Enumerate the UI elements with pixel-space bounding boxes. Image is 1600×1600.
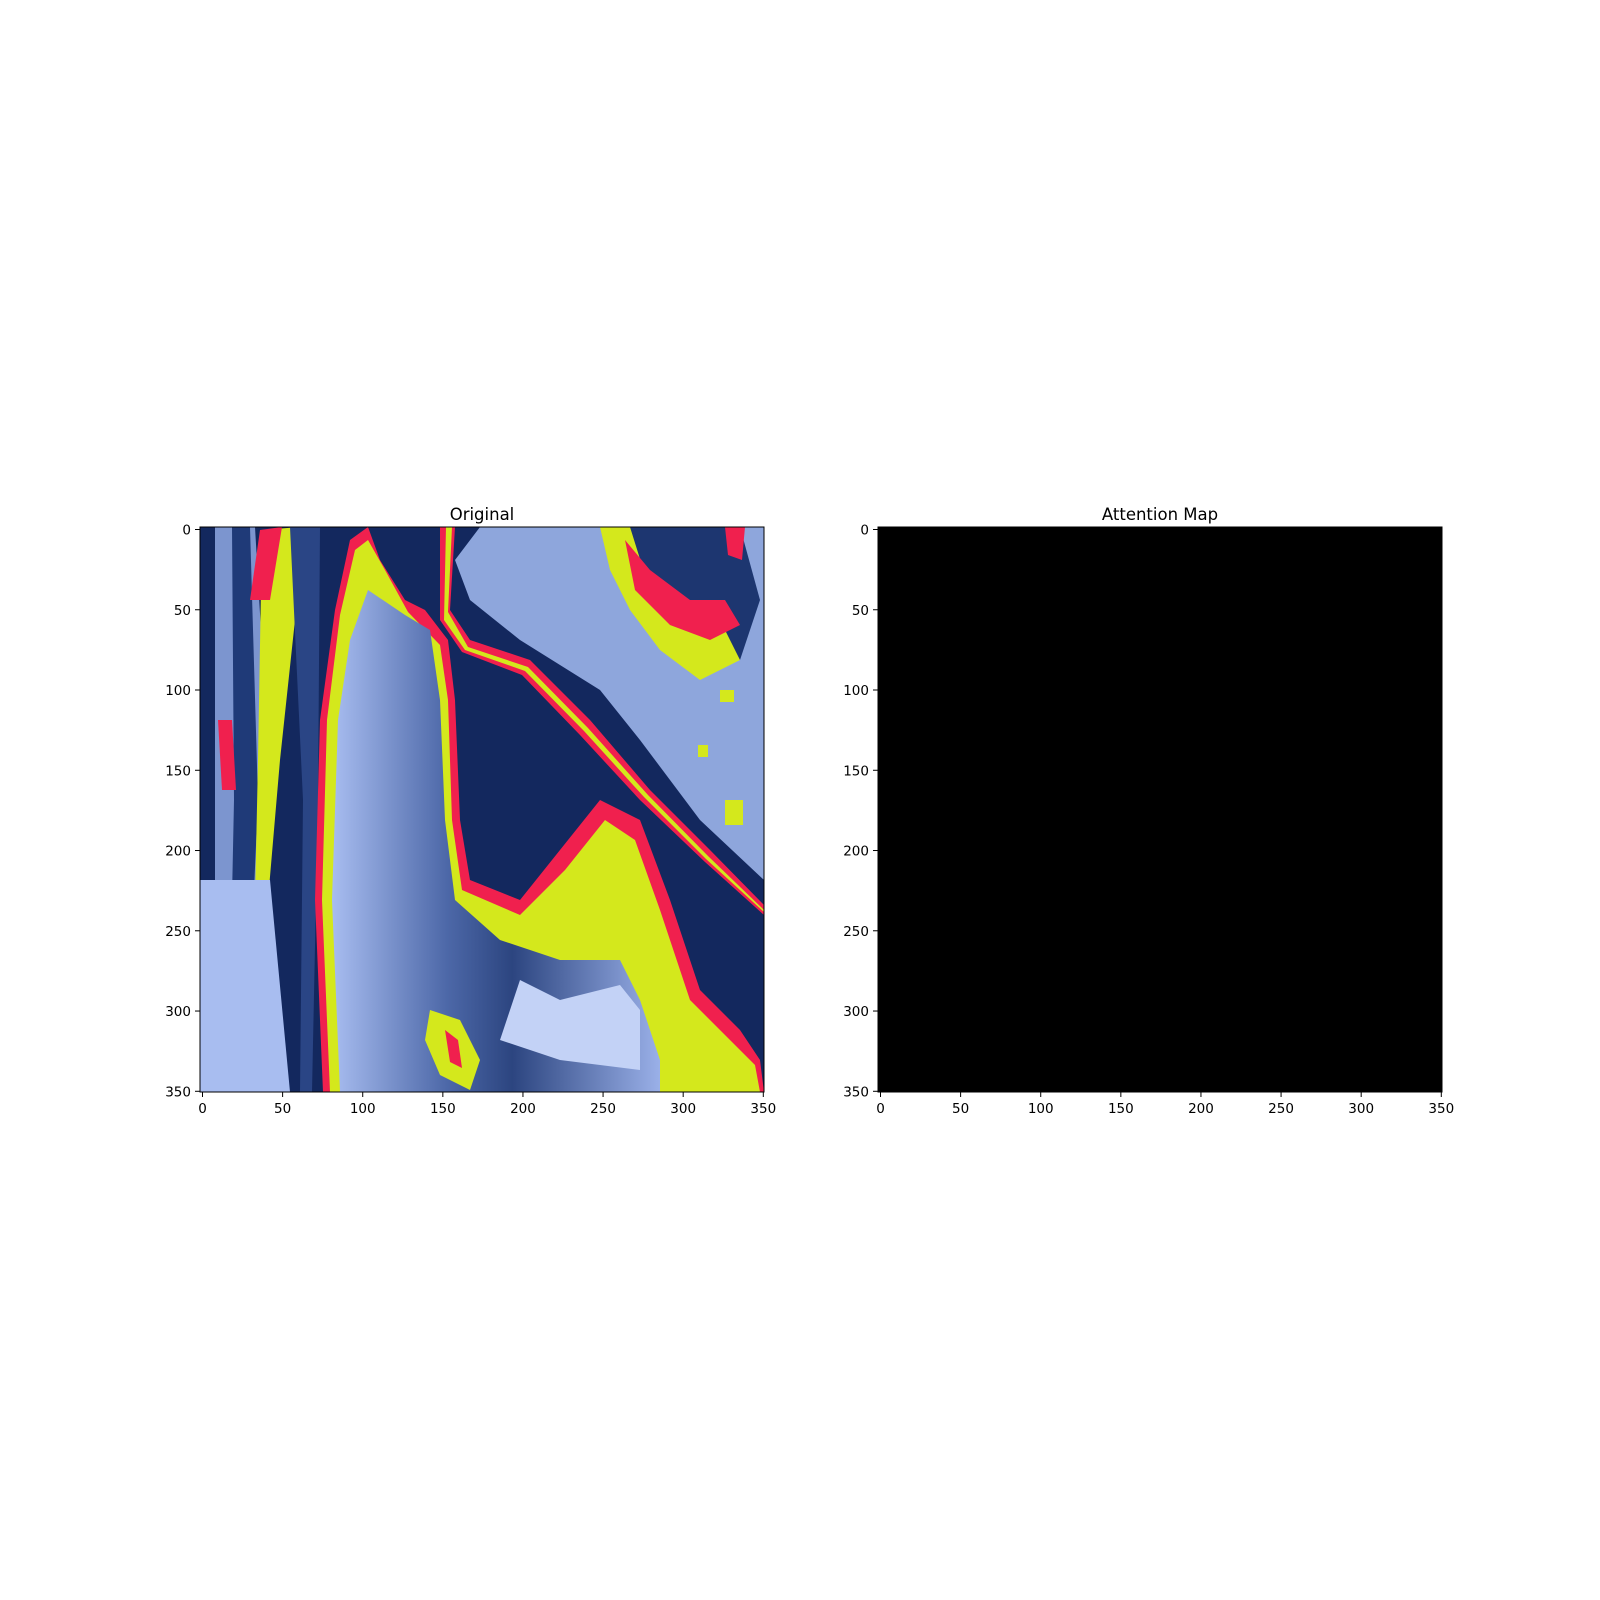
y-tick-label: 300	[843, 1004, 869, 1020]
original-panel: Original	[165, 505, 776, 1117]
attention-map-ticks: 0 50 100 150 200 250 300 350 0 50 100 150 200 250 300 3…	[843, 523, 1454, 1118]
image-region-yellow-speck	[720, 690, 734, 702]
image-region-red-upper-right	[625, 540, 740, 640]
x-tick-label: 300	[1348, 1101, 1374, 1117]
y-tick-label: 0	[182, 523, 191, 539]
attention-map-title: Attention Map	[1102, 505, 1218, 524]
image-region-red-top-left	[250, 527, 282, 600]
image-region-lower-light-patch	[500, 980, 640, 1070]
y-tick-label: 300	[165, 1004, 191, 1020]
y-tick-label: 350	[843, 1084, 869, 1100]
x-tick-label: 0	[876, 1101, 885, 1117]
x-tick-label: 250	[1268, 1101, 1294, 1117]
original-title: Original	[450, 505, 515, 524]
y-tick-label: 100	[165, 683, 191, 699]
y-tick-label: 200	[843, 844, 869, 860]
x-tick-label: 250	[590, 1101, 616, 1117]
attention-map-panel: Attention Map 0 50 100 150 200 250 300 350 0 50 10…	[843, 505, 1454, 1117]
image-region-yellow-speck	[698, 745, 708, 757]
x-tick-label: 100	[1028, 1101, 1054, 1117]
attention-map-axes-frame	[877, 526, 1443, 1093]
x-tick-label: 350	[1428, 1101, 1454, 1117]
y-tick-label: 250	[165, 924, 191, 940]
image-region-lower-left-light	[200, 880, 290, 1092]
y-tick-label: 150	[843, 763, 869, 779]
y-tick-label: 50	[174, 603, 191, 619]
x-tick-label: 50	[952, 1101, 969, 1117]
y-tick-label: 200	[165, 844, 191, 860]
x-tick-label: 300	[670, 1101, 696, 1117]
image-region-red-diagonal	[440, 527, 764, 915]
x-tick-label: 150	[430, 1101, 456, 1117]
y-tick-label: 100	[843, 683, 869, 699]
original-ticks: 0 50 100 150 200 250 300 350 0 50 100 150 200 250 300 3…	[165, 523, 776, 1118]
image-region-red-small-blob	[445, 1030, 462, 1068]
image-region-yellow-speck	[725, 800, 743, 825]
x-tick-label: 50	[274, 1101, 291, 1117]
original-axes-frame	[199, 526, 765, 1093]
image-region-red-left-spot	[218, 720, 236, 790]
y-tick-label: 150	[165, 763, 191, 779]
y-tick-label: 350	[165, 1084, 191, 1100]
y-tick-label: 0	[860, 523, 869, 539]
image-region-red-top-right	[725, 527, 745, 560]
original-image	[200, 527, 764, 1092]
x-tick-label: 0	[198, 1101, 207, 1117]
x-tick-label: 150	[1108, 1101, 1134, 1117]
x-tick-label: 200	[510, 1101, 536, 1117]
x-tick-label: 200	[1188, 1101, 1214, 1117]
y-tick-label: 250	[843, 924, 869, 940]
attention-map-image	[878, 527, 1442, 1092]
y-tick-label: 50	[852, 603, 869, 619]
x-tick-label: 100	[350, 1101, 376, 1117]
image-region-dark-channel	[290, 527, 320, 1092]
image-region-center-blob	[332, 590, 660, 1092]
x-tick-label: 350	[750, 1101, 776, 1117]
